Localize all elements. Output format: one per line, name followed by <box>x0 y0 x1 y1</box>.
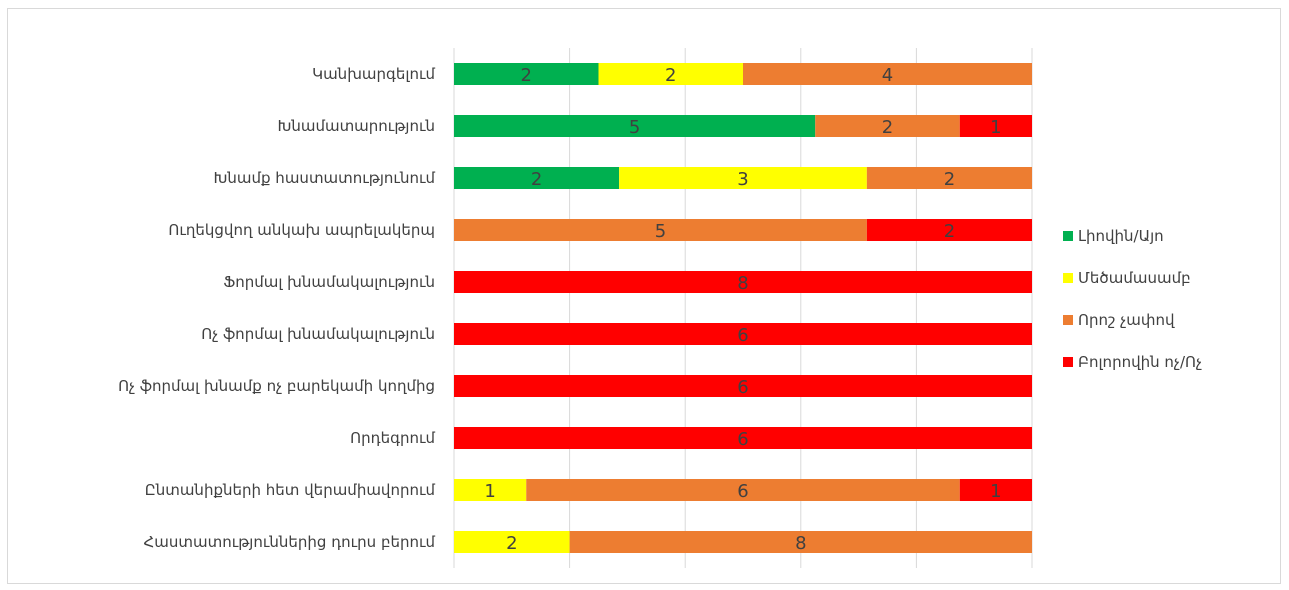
data-label: 3 <box>737 169 748 190</box>
bar-segment <box>526 479 960 501</box>
category-label: Ոչ ֆորմալ խնամք ոչ բարեկամի կողմից <box>118 377 435 395</box>
data-label: 2 <box>506 533 517 554</box>
data-label: 2 <box>882 117 893 138</box>
legend: Լիովին/Այո Մեծամասամբ Որոշ չափով Բոլորովին … <box>1063 227 1202 371</box>
bar-segment <box>454 219 867 241</box>
category-label: Ֆորմալ խնամակալություն <box>223 273 435 291</box>
legend-label: Լիովին/Այո <box>1078 227 1164 245</box>
data-label: 2 <box>944 221 955 242</box>
bar-segment <box>454 167 620 189</box>
data-label: 2 <box>944 169 955 190</box>
data-label: 8 <box>737 273 748 294</box>
legend-swatch <box>1063 357 1073 367</box>
data-label: 6 <box>737 325 748 346</box>
category-labels: Կանխարգելում Խնամատարություն Խնամք հաստատո… <box>118 65 435 551</box>
category-label: Խնամք հաստատությունում <box>214 169 436 187</box>
bar-segment <box>743 63 1032 85</box>
legend-swatch <box>1063 231 1073 241</box>
bar-segment <box>454 115 816 137</box>
category-label: Ուղեկցվող անկախ ապրելակերպ <box>168 221 435 239</box>
data-label: 5 <box>629 117 640 138</box>
bar-segment <box>959 115 1032 137</box>
category-label: Հաստատություններից դուրս բերում <box>144 533 436 551</box>
data-label: 6 <box>737 377 748 398</box>
bar-segment <box>815 115 960 137</box>
bar-segment <box>866 167 1032 189</box>
bar-segment <box>454 63 599 85</box>
category-label: Որդեգրում <box>350 429 435 447</box>
legend-label: Մեծամասամբ <box>1078 269 1191 287</box>
bar-segment <box>598 63 743 85</box>
category-label: Ոչ ֆորմալ խնամակալություն <box>201 325 435 343</box>
data-label: 1 <box>990 481 1001 502</box>
bar-segment <box>454 531 570 553</box>
bar-segment <box>454 375 1032 397</box>
bars: 2 2 4 5 2 1 2 3 2 5 2 8 6 6 6 1 6 1 2 8 <box>454 63 1032 554</box>
data-label: 1 <box>990 117 1001 138</box>
data-label: 1 <box>484 481 495 502</box>
data-label: 6 <box>737 429 748 450</box>
data-label: 6 <box>737 481 748 502</box>
bar-segment <box>959 479 1032 501</box>
data-label: 2 <box>531 169 542 190</box>
category-label: Ընտանիքների հետ վերամիավորում <box>145 481 436 499</box>
data-label: 4 <box>882 65 893 86</box>
category-label: Խնամատարություն <box>278 117 436 135</box>
bar-segment <box>866 219 1032 241</box>
legend-label: Բոլորովին ոչ/Ոչ <box>1078 353 1202 371</box>
bar-segment <box>619 167 867 189</box>
data-label: 8 <box>795 533 806 554</box>
data-label: 2 <box>521 65 532 86</box>
bar-segment <box>454 427 1032 449</box>
data-label: 5 <box>655 221 666 242</box>
legend-label: Որոշ չափով <box>1078 311 1175 329</box>
bar-segment <box>454 271 1032 293</box>
legend-swatch <box>1063 273 1073 283</box>
data-label: 2 <box>665 65 676 86</box>
legend-swatch <box>1063 315 1073 325</box>
bar-segment <box>569 531 1032 553</box>
bar-segment <box>454 479 527 501</box>
bar-segment <box>454 323 1032 345</box>
category-label: Կանխարգելում <box>312 65 435 83</box>
